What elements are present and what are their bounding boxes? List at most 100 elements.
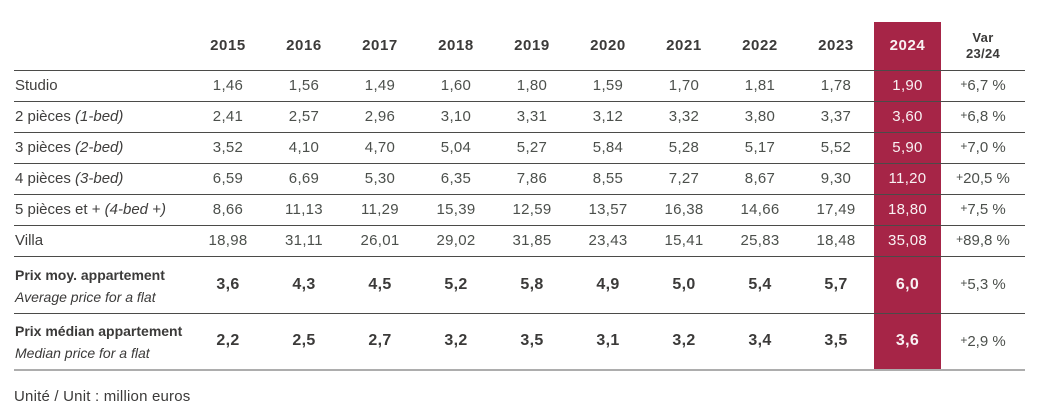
price-cell-2021: 5,28	[668, 139, 700, 156]
price-cell-2019: 12,59	[512, 201, 552, 218]
variation-cell: +7,5 %	[960, 201, 1006, 218]
col-header-2020: 2020	[590, 37, 626, 55]
price-cell-2023: 17,49	[816, 201, 856, 218]
row-label: 2 pièces (1-bed)	[15, 108, 124, 125]
price-cell-2024: 18,80	[874, 194, 941, 225]
col-header-2022: 2022	[742, 37, 778, 55]
header-row: 2015 2016 2017 2018 2019 2020 2021 2022 2023 2024…	[14, 22, 1025, 70]
price-cell-2016: 2,57	[288, 108, 320, 125]
col-header-2016: 2016	[286, 37, 322, 55]
price-cell-2023: 5,7	[824, 275, 848, 293]
price-cell-2021: 5,0	[672, 275, 696, 293]
price-cell-2019: 1,80	[516, 77, 548, 94]
price-cell-2018: 5,2	[444, 275, 468, 293]
price-cell-2018: 5,04	[440, 139, 472, 156]
table-row: 5 pièces et + (4-bed +) 8,66 11,13 11,29 15,…	[14, 194, 1025, 225]
row-label: Studio	[15, 77, 58, 94]
price-cell-2020: 3,1	[596, 332, 620, 350]
price-cell-2018: 6,35	[440, 170, 472, 187]
price-cell-2019: 5,27	[516, 139, 548, 156]
col-header-2018: 2018	[438, 37, 474, 55]
variation-cell: +5,3 %	[960, 276, 1006, 293]
price-cell-2017: 4,70	[364, 139, 396, 156]
table-row: Villa 18,98 31,11 26,01 29,02 31,85 23,43 15,41…	[14, 225, 1025, 256]
col-header-2024: 2024	[874, 22, 941, 70]
price-cell-2017: 11,29	[361, 201, 399, 218]
price-cell-2018: 15,39	[436, 201, 476, 218]
col-header-2015: 2015	[210, 37, 246, 55]
price-cell-2024: 35,08	[874, 225, 941, 256]
price-cell-2018: 29,02	[436, 232, 476, 249]
price-table: 2015 2016 2017 2018 2019 2020 2021 2022 2023 2024…	[14, 22, 1025, 371]
price-cell-2016: 4,10	[288, 139, 320, 156]
price-cell-2022: 1,81	[744, 77, 776, 94]
price-cell-2018: 3,2	[444, 332, 468, 350]
row-label: 5 pièces et + (4-bed +)	[15, 201, 166, 218]
variation-cell: +89,8 %	[956, 232, 1010, 249]
price-cell-2021: 15,41	[664, 232, 704, 249]
price-cell-2015: 3,52	[212, 139, 244, 156]
table-row: Prix médian appartement Median price for …	[14, 313, 1025, 370]
price-cell-2022: 5,17	[744, 139, 776, 156]
price-cell-2016: 4,3	[292, 275, 316, 293]
price-cell-2020: 13,57	[588, 201, 628, 218]
var-header-line2: 23/24	[965, 45, 1001, 61]
price-cell-2015: 6,59	[212, 170, 244, 187]
price-cell-2015: 1,46	[212, 77, 244, 94]
price-cell-2017: 4,5	[368, 275, 392, 293]
price-cell-2021: 7,27	[668, 170, 700, 187]
price-cell-2016: 2,5	[292, 332, 316, 350]
price-cell-2024: 1,90	[874, 70, 941, 101]
variation-cell: +20,5 %	[956, 170, 1010, 187]
table-body: Studio 1,46 1,56 1,49 1,60 1,80 1,59 1,70 1,81 1,…	[14, 70, 1025, 370]
var-header-line1: Var	[972, 30, 994, 46]
price-cell-2023: 9,30	[820, 170, 852, 187]
price-cell-2017: 2,7	[368, 332, 392, 350]
table-row: Prix moy. appartement Average price for a…	[14, 256, 1025, 313]
row-label: 4 pièces (3-bed)	[15, 170, 124, 187]
row-label: 3 pièces (2-bed)	[15, 139, 124, 156]
price-cell-2020: 8,55	[592, 170, 624, 187]
variation-cell: +2,9 %	[960, 332, 1006, 350]
variation-cell: +7,0 %	[960, 139, 1006, 156]
variation-cell: +6,8 %	[960, 108, 1006, 125]
price-cell-2020: 4,9	[596, 275, 620, 293]
price-cell-2021: 3,32	[668, 108, 700, 125]
price-cell-2023: 5,52	[820, 139, 852, 156]
price-cell-2015: 2,2	[216, 332, 240, 350]
price-cell-2024: 6,0	[874, 256, 941, 313]
row-label-header	[14, 22, 190, 70]
price-cell-2015: 2,41	[212, 108, 244, 125]
table-row: Studio 1,46 1,56 1,49 1,60 1,80 1,59 1,70 1,81 1,…	[14, 70, 1025, 101]
price-cell-2019: 3,31	[516, 108, 548, 125]
price-cell-2016: 6,69	[288, 170, 320, 187]
price-cell-2018: 3,10	[440, 108, 472, 125]
col-header-var: Var 23/24	[941, 22, 1025, 70]
price-cell-2022: 25,83	[740, 232, 780, 249]
unit-note: Unité / Unit : million euros	[14, 388, 191, 405]
price-cell-2016: 31,11	[285, 232, 323, 249]
price-cell-2017: 5,30	[364, 170, 396, 187]
row-label: Prix moy. appartement Average price for a…	[15, 266, 165, 305]
price-cell-2015: 3,6	[216, 275, 240, 293]
price-cell-2020: 1,59	[592, 77, 624, 94]
table-row: 4 pièces (3-bed) 6,59 6,69 5,30 6,35 7,86 8,55…	[14, 163, 1025, 194]
table-row: 2 pièces (1-bed) 2,41 2,57 2,96 3,10 3,31 3,12…	[14, 101, 1025, 132]
price-cell-2022: 8,67	[744, 170, 776, 187]
price-cell-2022: 3,80	[744, 108, 776, 125]
price-cell-2021: 1,70	[668, 77, 700, 94]
price-cell-2023: 3,5	[824, 332, 848, 350]
price-cell-2020: 5,84	[592, 139, 624, 156]
price-cell-2022: 14,66	[740, 201, 780, 218]
price-cell-2019: 3,5	[520, 332, 544, 350]
price-cell-2024: 5,90	[874, 132, 941, 163]
price-cell-2016: 11,13	[285, 201, 323, 218]
price-cell-2019: 5,8	[520, 275, 544, 293]
price-cell-2022: 5,4	[748, 275, 772, 293]
price-cell-2024: 3,60	[874, 101, 941, 132]
table-row: 3 pièces (2-bed) 3,52 4,10 4,70 5,04 5,27 5,84…	[14, 132, 1025, 163]
col-header-2021: 2021	[666, 37, 702, 55]
price-cell-2019: 31,85	[512, 232, 552, 249]
price-cell-2017: 2,96	[364, 108, 396, 125]
col-header-2019: 2019	[514, 37, 550, 55]
